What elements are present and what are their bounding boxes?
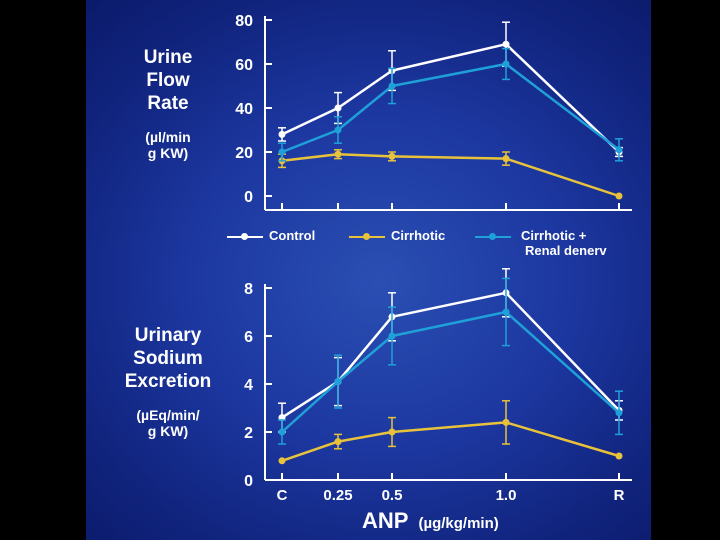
top-data-point <box>502 40 510 48</box>
legend-label-denerv-line2: Renal denerv <box>525 243 607 258</box>
top-series-line-control <box>281 42 620 153</box>
top-y-title-line1: Urine <box>143 47 193 68</box>
top-data-point <box>334 126 342 134</box>
x-tick-label: 1.0 <box>496 487 517 504</box>
top-data-point <box>502 155 510 163</box>
slide-background <box>86 0 651 540</box>
legend: Control Cirrhotic Cirrhotic + Renal dene… <box>225 228 655 264</box>
bottom-data-point <box>278 457 286 465</box>
bottom-data-point <box>388 332 396 340</box>
bottom-y-unit-line1: (µEq/min/ <box>136 407 200 423</box>
bottom-data-point <box>615 409 623 417</box>
legend-marker-cirrhotic <box>363 233 370 240</box>
bottom-data-point <box>388 428 396 436</box>
top-data-point <box>502 60 510 68</box>
top-data-point <box>615 146 623 154</box>
top-data-point <box>334 104 342 112</box>
bottom-series-line-cirrhotic-renal-denerv <box>281 310 620 433</box>
bottom-data-point <box>502 308 510 316</box>
bottom-data-point <box>334 438 342 446</box>
top-data-point <box>278 148 286 156</box>
legend-marker-control <box>241 233 248 240</box>
bottom-y-title-line3: Excretion <box>124 371 212 392</box>
bottom-y-tick-label: 6 <box>244 329 253 346</box>
top-data-point <box>278 130 286 138</box>
bottom-data-point <box>278 428 286 436</box>
top-y-tick-label: 40 <box>235 101 253 118</box>
bottom-series-line-cirrhotic <box>281 421 620 462</box>
top-series-line-cirrhotic-renal-denerv <box>281 62 620 154</box>
x-tick-label: 0.5 <box>382 487 403 504</box>
bottom-y-tick-label: 8 <box>244 281 253 298</box>
bottom-y-title-line2: Sodium <box>133 348 203 369</box>
legend-marker-denerv <box>489 233 496 240</box>
bottom-y-tick-label: 4 <box>244 377 253 394</box>
bottom-data-point <box>502 418 510 426</box>
top-data-point <box>388 152 396 160</box>
x-axis-title-unit: (µg/kg/min) <box>418 515 499 532</box>
top-y-title-line2: Flow <box>146 70 190 91</box>
bottom-data-point <box>334 378 342 386</box>
top-data-point <box>615 192 623 200</box>
legend-label-denerv-line1: Cirrhotic + <box>521 228 587 243</box>
top-data-point <box>388 82 396 90</box>
bottom-data-point <box>615 452 623 460</box>
bottom-y-tick-label: 2 <box>244 425 253 442</box>
bottom-y-tick-label: 0 <box>244 473 253 490</box>
x-axis-title-main: ANP <box>362 508 409 533</box>
top-y-title-line3: Rate <box>147 93 189 114</box>
bottom-series-line-control <box>281 291 620 419</box>
top-y-tick-label: 80 <box>235 13 253 30</box>
top-y-axis-title: Urine Flow Rate (µl/min g KW) <box>118 46 218 161</box>
top-y-tick-label: 60 <box>235 57 253 74</box>
x-tick-label: C <box>277 487 288 504</box>
bottom-y-title-line1: Urinary <box>134 325 202 346</box>
top-series-line-cirrhotic <box>281 152 620 198</box>
top-data-point <box>334 150 342 158</box>
top-y-unit-line1: (µl/min <box>145 129 191 145</box>
legend-label-control: Control <box>269 228 316 243</box>
top-y-tick-label: 20 <box>235 145 253 162</box>
x-tick-label: 0.25 <box>323 487 352 504</box>
legend-label-cirrhotic: Cirrhotic <box>391 228 446 243</box>
bottom-y-axis-title: Urinary Sodium Excretion (µEq/min/ g KW) <box>108 324 228 439</box>
top-y-unit-line2: g KW) <box>147 145 189 161</box>
bottom-y-unit-line2: g KW) <box>147 423 189 439</box>
x-axis-title: ANP (µg/kg/min) <box>362 508 499 534</box>
top-y-tick-label: 0 <box>244 189 253 206</box>
x-tick-label: R <box>614 487 625 504</box>
